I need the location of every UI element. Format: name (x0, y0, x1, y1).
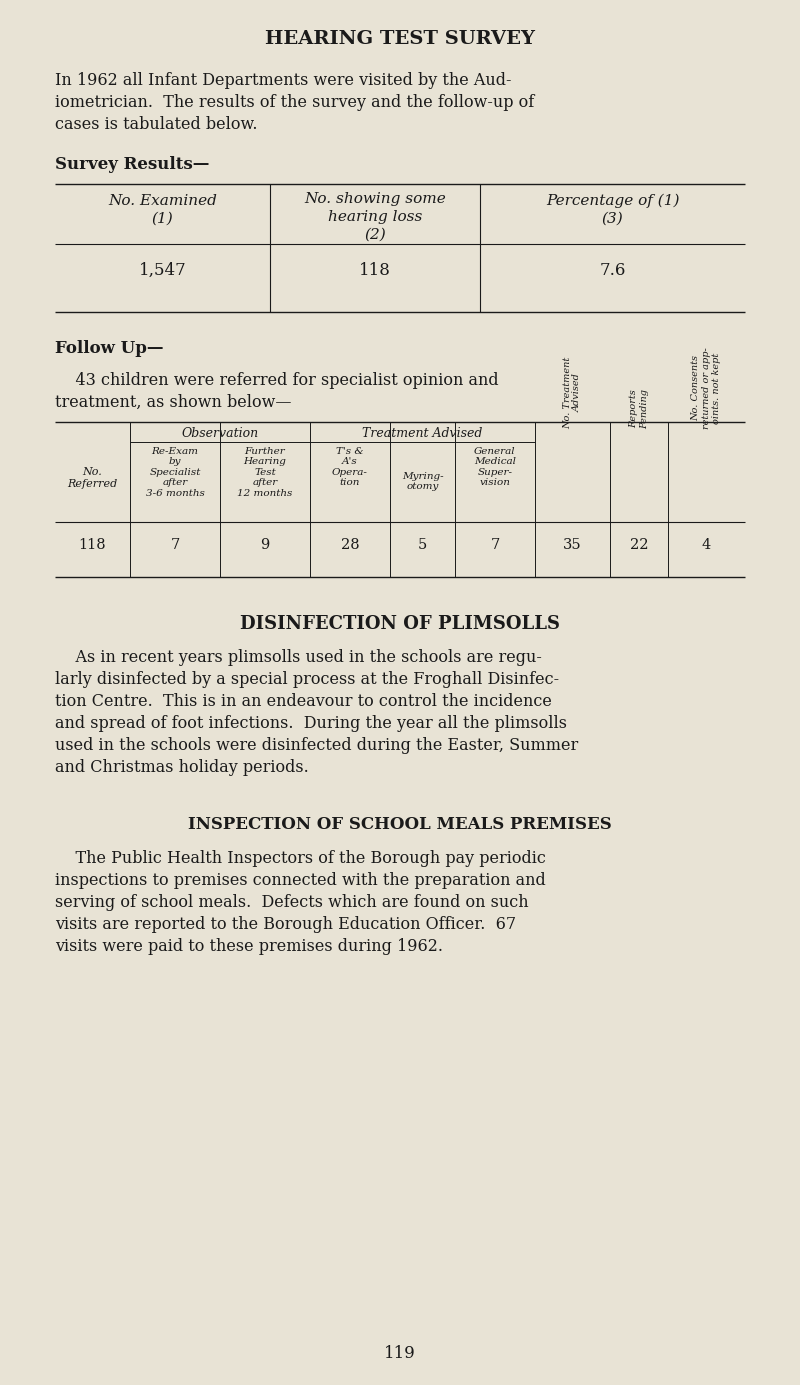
Text: visits were paid to these premises during 1962.: visits were paid to these premises durin… (55, 938, 443, 956)
Text: 118: 118 (78, 537, 106, 553)
Text: 7: 7 (490, 537, 500, 553)
Text: T's &
A's
Opera-
tion: T's & A's Opera- tion (332, 447, 368, 488)
Text: No. Consents
returned or app-
oints. not kept: No. Consents returned or app- oints. not… (691, 348, 722, 429)
Text: HEARING TEST SURVEY: HEARING TEST SURVEY (265, 30, 535, 48)
Text: hearing loss: hearing loss (328, 211, 422, 224)
Text: cases is tabulated below.: cases is tabulated below. (55, 116, 258, 133)
Text: No.
Referred: No. Referred (67, 467, 118, 489)
Text: 22: 22 (630, 537, 648, 553)
Text: Myring-
otomy: Myring- otomy (402, 472, 443, 492)
Text: and spread of foot infections.  During the year all the plimsolls: and spread of foot infections. During th… (55, 715, 567, 733)
Text: larly disinfected by a special process at the Froghall Disinfec-: larly disinfected by a special process a… (55, 670, 559, 688)
Text: 7.6: 7.6 (599, 262, 626, 278)
Text: inspections to premises connected with the preparation and: inspections to premises connected with t… (55, 873, 546, 889)
Text: serving of school meals.  Defects which are found on such: serving of school meals. Defects which a… (55, 893, 529, 911)
Text: visits are reported to the Borough Education Officer.  67: visits are reported to the Borough Educa… (55, 915, 516, 933)
Text: 118: 118 (359, 262, 391, 278)
Text: Reports
Pending: Reports Pending (630, 389, 649, 429)
Text: 35: 35 (563, 537, 582, 553)
Text: 7: 7 (170, 537, 180, 553)
Text: No. Treatment
Advised: No. Treatment Advised (562, 357, 582, 429)
Text: General
Medical
Super-
vision: General Medical Super- vision (474, 447, 516, 488)
Text: used in the schools were disinfected during the Easter, Summer: used in the schools were disinfected dur… (55, 737, 578, 753)
Text: In 1962 all Infant Departments were visited by the Aud-: In 1962 all Infant Departments were visi… (55, 72, 511, 89)
Text: (3): (3) (602, 212, 623, 226)
Text: Percentage of (1): Percentage of (1) (546, 194, 679, 208)
Text: 4: 4 (702, 537, 711, 553)
Text: (2): (2) (364, 229, 386, 242)
Text: Observation: Observation (182, 427, 258, 440)
Text: 5: 5 (418, 537, 427, 553)
Text: No. showing some: No. showing some (304, 193, 446, 206)
Text: Further
Hearing
Test
after
12 months: Further Hearing Test after 12 months (238, 447, 293, 497)
Text: Survey Results—: Survey Results— (55, 157, 210, 173)
Text: iometrician.  The results of the survey and the follow-up of: iometrician. The results of the survey a… (55, 94, 534, 111)
Text: INSPECTION OF SCHOOL MEALS PREMISES: INSPECTION OF SCHOOL MEALS PREMISES (188, 816, 612, 832)
Text: No. Examined: No. Examined (108, 194, 217, 208)
Text: 119: 119 (384, 1345, 416, 1361)
Text: (1): (1) (152, 212, 174, 226)
Text: As in recent years plimsolls used in the schools are regu-: As in recent years plimsolls used in the… (55, 650, 542, 666)
Text: 9: 9 (260, 537, 270, 553)
Text: Follow Up—: Follow Up— (55, 339, 163, 357)
Text: 28: 28 (341, 537, 359, 553)
Text: 43 children were referred for specialist opinion and: 43 children were referred for specialist… (55, 373, 498, 389)
Text: DISINFECTION OF PLIMSOLLS: DISINFECTION OF PLIMSOLLS (240, 615, 560, 633)
Text: and Christmas holiday periods.: and Christmas holiday periods. (55, 759, 309, 776)
Text: 1,547: 1,547 (138, 262, 186, 278)
Text: treatment, as shown below—: treatment, as shown below— (55, 393, 291, 411)
Text: tion Centre.  This is in an endeavour to control the incidence: tion Centre. This is in an endeavour to … (55, 692, 552, 711)
Text: The Public Health Inspectors of the Borough pay periodic: The Public Health Inspectors of the Boro… (55, 850, 546, 867)
Text: Treatment Advised: Treatment Advised (362, 427, 482, 440)
Text: Re-Exam
by
Specialist
after
3-6 months: Re-Exam by Specialist after 3-6 months (146, 447, 205, 497)
